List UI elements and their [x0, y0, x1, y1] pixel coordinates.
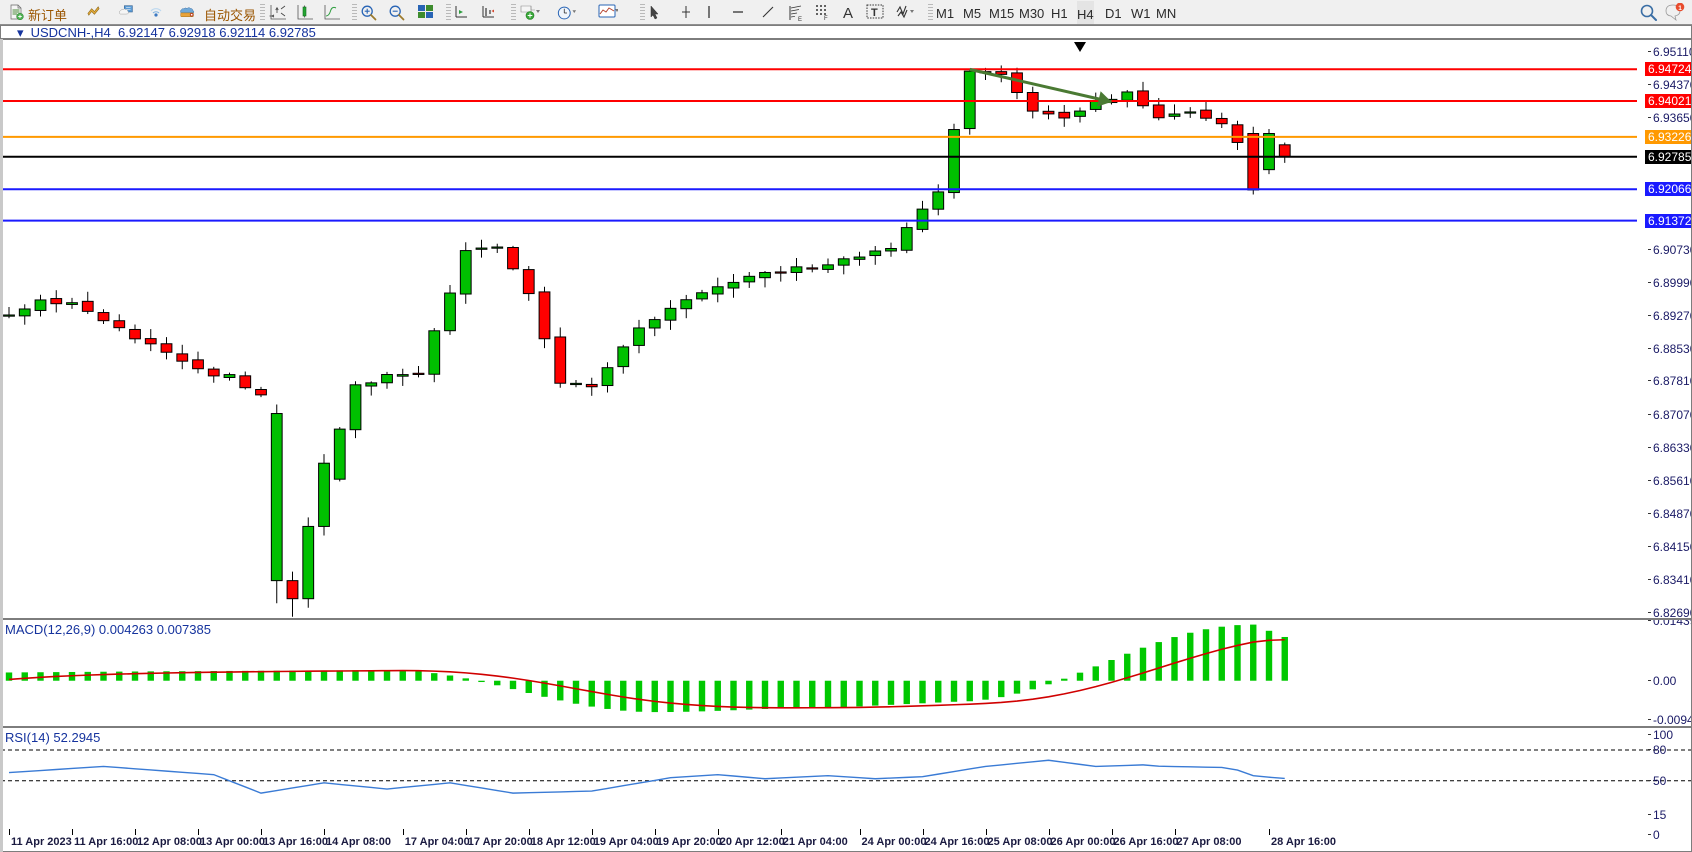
svg-text:1: 1 — [1678, 5, 1682, 12]
